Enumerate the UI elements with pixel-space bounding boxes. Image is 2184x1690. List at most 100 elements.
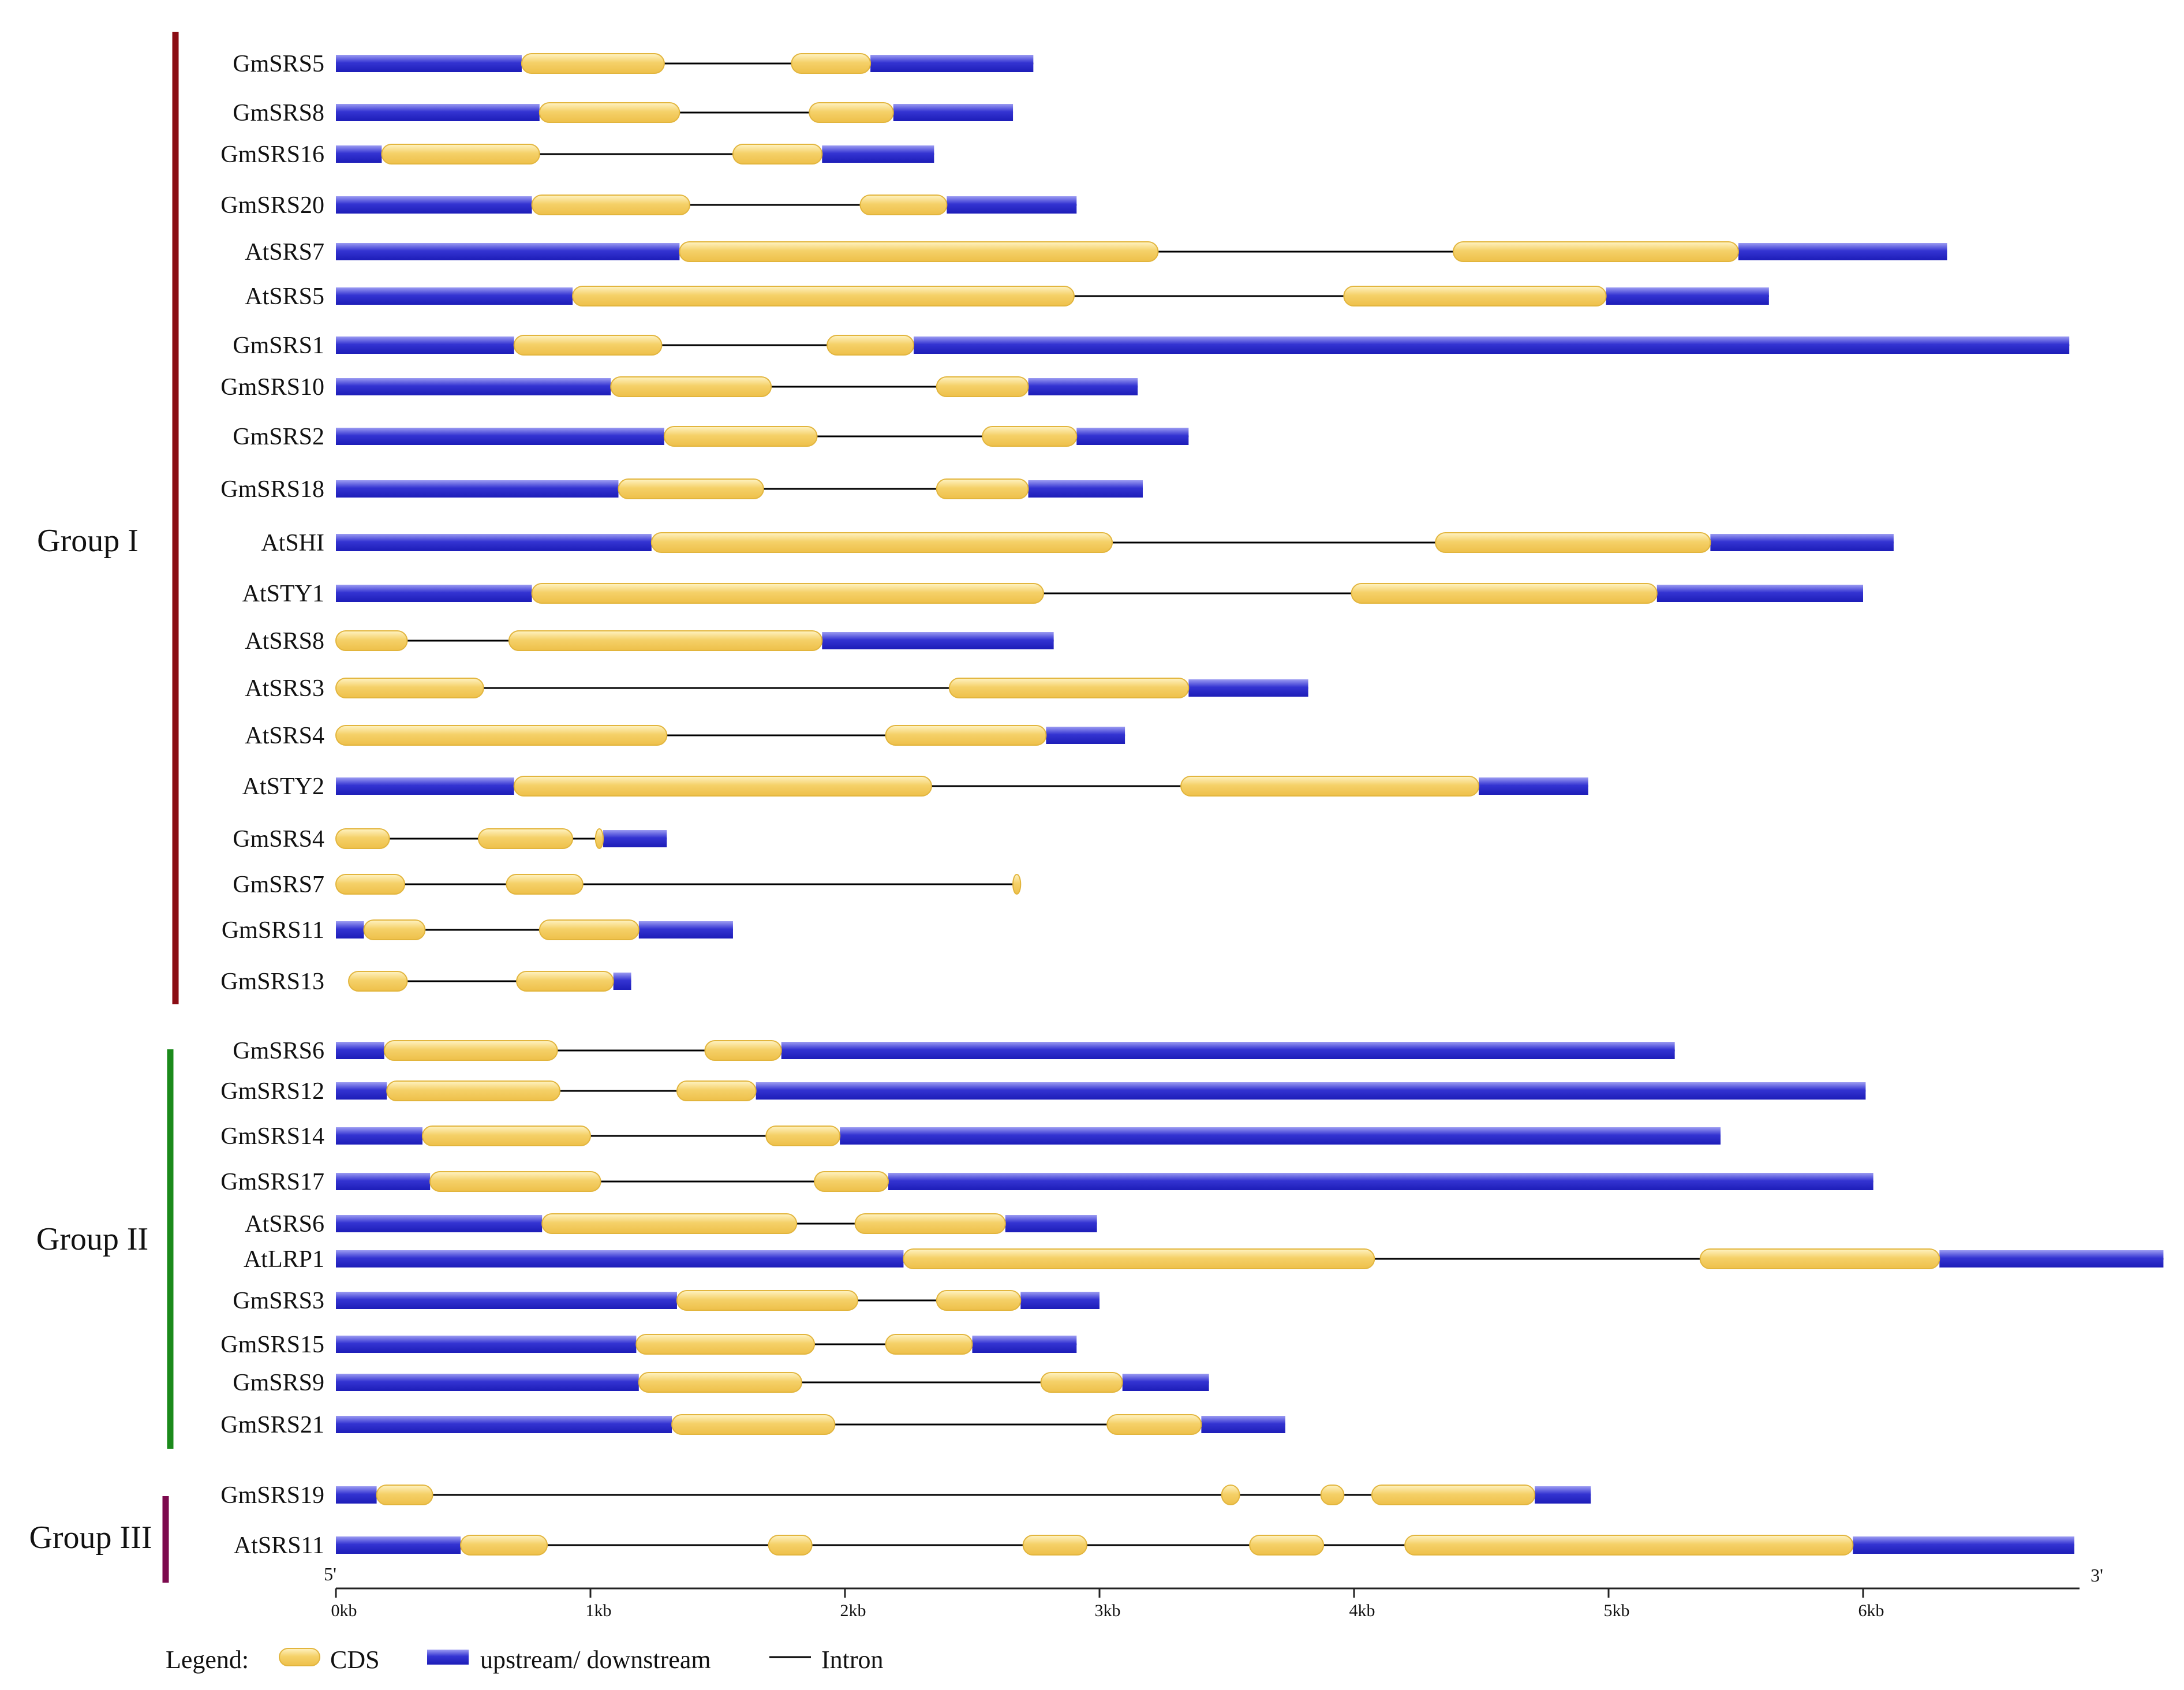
gene-row-gmsrs11: GmSRS11: [222, 917, 733, 944]
gene-row-gmsrs5: GmSRS5: [233, 51, 1034, 77]
gene-label-gmsrs10: GmSRS10: [220, 374, 324, 401]
cds-segment: [335, 828, 390, 849]
cds-segment: [335, 725, 668, 746]
cds-segment: [506, 874, 584, 895]
gene-row-atsrs7: AtSRS7: [245, 239, 1947, 266]
gene-label-gmsrs18: GmSRS18: [220, 476, 324, 503]
gene-row-gmsrs21: GmSRS21: [220, 1412, 1285, 1438]
utr-segment: [336, 104, 540, 121]
gene-label-atsrs3: AtSRS3: [245, 675, 324, 702]
utr-segment: [336, 1082, 387, 1100]
utr-segment: [781, 1042, 1675, 1059]
axis-tick-label: 2kb: [840, 1601, 866, 1620]
gene-label-gmsrs17: GmSRS17: [220, 1169, 324, 1195]
utr-segment: [336, 1292, 677, 1309]
cds-segment: [1040, 1372, 1123, 1393]
cds-segment: [936, 478, 1029, 499]
utr-segment: [1738, 243, 1947, 260]
utr-segment: [336, 428, 664, 445]
gene-label-gmsrs1: GmSRS1: [233, 332, 324, 359]
utr-segment: [638, 921, 733, 939]
cds-segment: [791, 53, 872, 74]
utr-segment: [336, 1250, 904, 1268]
cds-segment: [381, 144, 540, 164]
cds-segment: [1699, 1248, 1940, 1269]
axis-tick-label: 1kb: [586, 1601, 612, 1620]
utr-segment: [1005, 1215, 1097, 1232]
gene-row-gmsrs19: GmSRS19: [220, 1482, 1591, 1509]
axis-ticks: 0kb 1kb 2kb 3kb 4kb 5kb 6kb: [331, 1588, 1884, 1620]
cds-segment: [335, 874, 406, 895]
utr-segment: [1188, 679, 1308, 697]
cds-segment: [679, 241, 1159, 262]
gene-label-atsrs6: AtSRS6: [245, 1211, 324, 1237]
gene-label-gmsrs5: GmSRS5: [233, 51, 324, 77]
cds-segment: [516, 971, 614, 992]
utr-segment: [336, 1486, 377, 1504]
cds-segment: [513, 335, 663, 356]
utr-segment: [336, 1374, 639, 1391]
cds-segment: [635, 1334, 816, 1355]
cds-segment: [541, 1213, 798, 1234]
utr-segment: [336, 1536, 461, 1554]
gene-label-gmsrs14: GmSRS14: [220, 1123, 324, 1150]
gene-label-atlrp1: AtLRP1: [244, 1246, 324, 1273]
cds-segment: [508, 630, 823, 651]
cds-segment: [885, 725, 1047, 746]
legend: Legend: CDS upstream/ downstream Intron: [166, 1646, 884, 1674]
gene-row-atsty2: AtSTY2: [242, 773, 1588, 800]
cds-segment: [531, 583, 1044, 604]
cds-segment: [594, 828, 604, 849]
utr-segment: [336, 1215, 543, 1232]
gene-row-gmsrs9: GmSRS9: [233, 1370, 1209, 1396]
cds-segment: [1106, 1414, 1202, 1435]
utr-segment: [603, 830, 667, 847]
utr-segment: [336, 378, 611, 395]
gene-label-gmsrs13: GmSRS13: [220, 969, 324, 995]
legend-cds-swatch: [279, 1648, 320, 1666]
gene-label-atsrs11: AtSRS11: [234, 1532, 324, 1559]
gene-row-gmsrs10: GmSRS10: [220, 374, 1138, 401]
gene-row-atshi: AtSHI: [261, 530, 1894, 556]
cds-segment: [386, 1080, 561, 1101]
utr-segment: [1535, 1486, 1591, 1504]
gene-label-gmsrs3: GmSRS3: [233, 1288, 324, 1314]
cds-segment: [1351, 583, 1658, 604]
gene-row-atsrs4: AtSRS4: [245, 723, 1125, 749]
gene-label-gmsrs9: GmSRS9: [233, 1370, 324, 1396]
cds-segment: [335, 678, 484, 698]
utr-segment: [336, 585, 532, 602]
five-prime-label: 5': [324, 1564, 336, 1584]
gene-label-gmsrs12: GmSRS12: [220, 1078, 324, 1105]
gene-row-gmsrs1: GmSRS1: [233, 332, 2070, 359]
group-labels: Group I Group II Group III: [29, 523, 152, 1556]
gene-label-atsrs5: AtSRS5: [245, 283, 324, 310]
cds-segment: [982, 426, 1078, 447]
cds-segment: [477, 828, 574, 849]
gene-row-gmsrs20: GmSRS20: [220, 192, 1077, 219]
cds-segment: [376, 1485, 433, 1505]
utr-segment: [336, 336, 514, 354]
cds-segment: [421, 1126, 591, 1146]
cds-segment: [663, 426, 818, 447]
utr-segment: [336, 55, 522, 72]
gene-label-atsrs8: AtSRS8: [245, 628, 324, 655]
cds-segment: [854, 1213, 1006, 1234]
cds-segment: [383, 1040, 558, 1061]
cds-segment: [363, 919, 426, 940]
group-brackets: [162, 32, 179, 1583]
group-i-label: Group I: [37, 523, 139, 559]
gene-row-gmsrs7: GmSRS7: [233, 872, 1022, 898]
utr-segment: [840, 1127, 1721, 1145]
utr-segment: [1028, 378, 1138, 395]
cds-segment: [765, 1126, 841, 1146]
utr-segment: [336, 534, 652, 551]
gene-label-gmsrs6: GmSRS6: [233, 1038, 324, 1064]
gene-row-gmsrs18: GmSRS18: [220, 476, 1143, 503]
cds-segment: [1180, 776, 1480, 797]
cds-segment: [1343, 286, 1607, 306]
utr-segment: [336, 777, 514, 795]
gene-label-gmsrs19: GmSRS19: [220, 1482, 324, 1509]
cds-segment: [827, 335, 915, 356]
utr-segment: [1939, 1250, 2164, 1268]
